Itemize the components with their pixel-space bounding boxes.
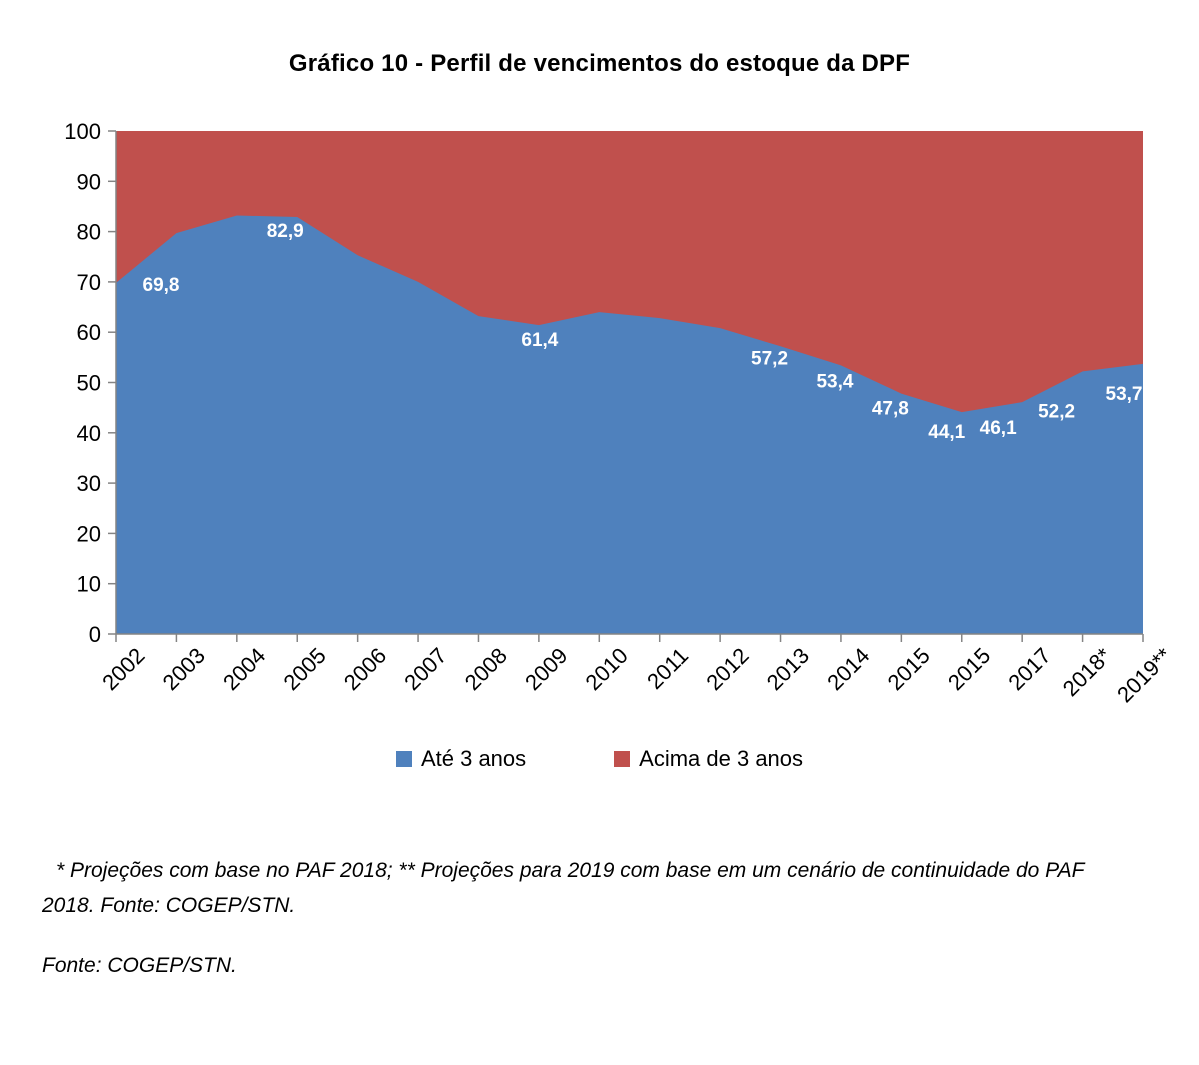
y-tick-label: 50 bbox=[77, 371, 101, 396]
data-label: 61,4 bbox=[521, 330, 558, 351]
x-tick-label: 2017 bbox=[1003, 643, 1055, 695]
y-tick-label: 60 bbox=[77, 320, 101, 345]
x-tick-label: 2009 bbox=[520, 643, 572, 695]
y-tick-label: 40 bbox=[77, 421, 101, 446]
legend-swatch-blue-icon bbox=[395, 751, 412, 767]
legend-item-acima-de-3-anos: Acima de 3 anos bbox=[614, 746, 803, 772]
x-tick-label: 2004 bbox=[218, 643, 270, 695]
x-tick-label: 2007 bbox=[399, 643, 451, 695]
data-label: 52,2 bbox=[1038, 401, 1075, 422]
source-text: Fonte: COGEP/STN. bbox=[42, 954, 237, 977]
x-tick-label: 2003 bbox=[158, 643, 210, 695]
x-tick-label: 2015 bbox=[943, 643, 995, 695]
x-tick-label: 2005 bbox=[278, 643, 330, 695]
legend-label-acima-de-3-anos: Acima de 3 anos bbox=[639, 746, 804, 771]
x-tick-label: 2010 bbox=[581, 643, 633, 695]
data-label: 82,9 bbox=[267, 221, 304, 242]
y-tick-label: 0 bbox=[89, 622, 101, 647]
data-label: 69,8 bbox=[143, 275, 180, 296]
y-tick-label: 70 bbox=[77, 270, 101, 295]
data-label: 53,7 bbox=[1106, 384, 1143, 405]
data-label: 57,2 bbox=[751, 348, 788, 369]
x-tick-label: 2018* bbox=[1058, 643, 1117, 702]
y-tick-label: 80 bbox=[77, 220, 101, 245]
legend-label-ate-3-anos: Até 3 anos bbox=[420, 746, 527, 771]
area-ate-3-anos bbox=[116, 215, 1143, 634]
x-tick-label: 2014 bbox=[822, 643, 874, 695]
x-tick-label: 2008 bbox=[460, 643, 512, 695]
data-label: 53,4 bbox=[816, 371, 853, 392]
x-tick-label: 2006 bbox=[339, 643, 391, 695]
data-label: 44,1 bbox=[928, 422, 965, 443]
y-tick-label: 100 bbox=[64, 119, 101, 144]
x-tick-label: 2013 bbox=[762, 643, 814, 695]
data-label: 46,1 bbox=[980, 418, 1017, 439]
legend-swatch-red-icon bbox=[614, 751, 631, 767]
y-tick-label: 30 bbox=[77, 471, 101, 496]
x-tick-label: 2015 bbox=[883, 643, 935, 695]
footnote-text: * Projeções com base no PAF 2018; ** Pro… bbox=[42, 859, 1085, 918]
data-label: 47,8 bbox=[872, 399, 909, 420]
y-tick-label: 90 bbox=[77, 169, 101, 194]
y-tick-label: 10 bbox=[77, 572, 101, 597]
chart-title: Gráfico 10 - Perfil de vencimentos do es… bbox=[288, 50, 911, 77]
chart-legend: Até 3 anos Acima de 3 anos bbox=[0, 746, 1199, 772]
x-tick-label: 2002 bbox=[97, 643, 149, 695]
x-tick-label: 2012 bbox=[701, 643, 753, 695]
legend-item-ate-3-anos: Até 3 anos bbox=[395, 746, 527, 772]
x-tick-label: 2019** bbox=[1112, 643, 1177, 708]
y-tick-label: 20 bbox=[77, 521, 101, 546]
x-tick-label: 2011 bbox=[642, 643, 693, 694]
